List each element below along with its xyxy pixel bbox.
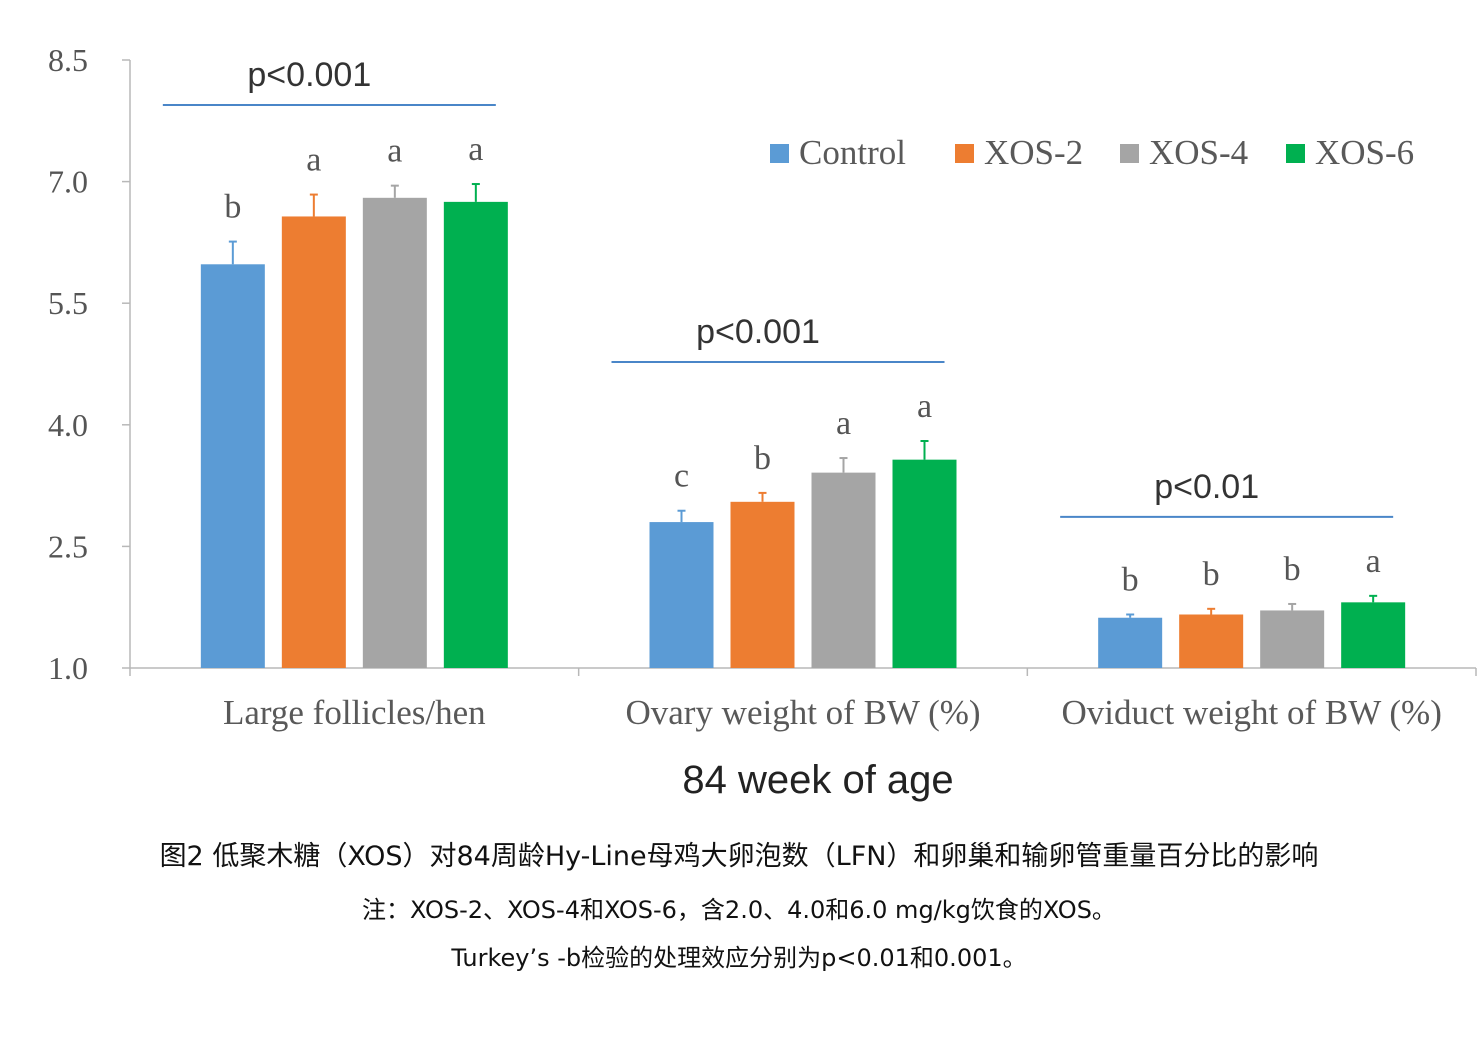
- category-labels: Large follicles/hen Ovary weight of BW (%…: [223, 693, 1442, 732]
- significance-letter: a: [1366, 543, 1381, 580]
- legend-label: XOS-4: [1149, 133, 1248, 172]
- legend-swatch: [1120, 144, 1139, 163]
- bar: [443, 201, 508, 668]
- category-label: Oviduct weight of BW (%): [1061, 693, 1441, 732]
- caption-stats-note: Turkey’s -b检验的处理效应分别为p<0.01和0.001。: [451, 944, 1027, 972]
- bar: [362, 197, 427, 668]
- bar: [1179, 614, 1244, 668]
- bar: [1341, 602, 1406, 668]
- x-axis-title: 84 week of age: [682, 758, 953, 802]
- bar: [1098, 617, 1163, 668]
- bar: [892, 459, 957, 668]
- bar: [649, 522, 714, 668]
- legend-label: XOS-6: [1315, 133, 1414, 172]
- significance-letter: a: [387, 133, 402, 170]
- legend: Control XOS-2 XOS-4 XOS-6: [770, 133, 1414, 172]
- y-tick-label: 1.0: [48, 650, 88, 686]
- legend-swatch: [770, 144, 789, 163]
- y-tick-label: 2.5: [48, 528, 88, 564]
- bar: [1260, 610, 1325, 668]
- p-value-label: p<0.01: [1154, 468, 1259, 506]
- y-tick-label: 8.5: [48, 42, 88, 78]
- significance-letter: b: [754, 440, 771, 477]
- p-value-label: p<0.001: [247, 56, 371, 94]
- significance-letter: b: [1122, 561, 1139, 598]
- category-label: Large follicles/hen: [223, 693, 486, 732]
- legend-swatch: [1286, 144, 1305, 163]
- bar-chart: 8.57.05.54.02.51.0 p<0.001p<0.001p<0.01 …: [48, 42, 1477, 802]
- bar: [281, 216, 346, 668]
- y-ticks: 8.5 7.0 5.5 4.0 2.5 1.0: [48, 42, 130, 686]
- caption-note: 注：XOS-2、XOS-4和XOS-6，含2.0、4.0和6.0 mg/kg饮食…: [362, 896, 1116, 924]
- legend-label: Control: [799, 133, 906, 172]
- y-tick-label: 4.0: [48, 407, 88, 443]
- bar: [730, 501, 795, 668]
- legend-swatch: [955, 144, 974, 163]
- significance-letter: a: [468, 131, 483, 168]
- p-value-label: p<0.001: [696, 313, 820, 351]
- significance-letter: a: [917, 388, 932, 425]
- significance-markers: p<0.001 p<0.001 p<0.01: [162, 56, 1394, 518]
- significance-letter: a: [836, 405, 851, 442]
- bars: b a a a c b a a b b b a: [200, 131, 1406, 668]
- significance-letter: b: [1284, 551, 1301, 588]
- category-label: Ovary weight of BW (%): [625, 693, 980, 732]
- significance-letter: a: [306, 142, 321, 179]
- significance-letter: c: [674, 458, 689, 495]
- y-tick-label: 7.0: [48, 164, 88, 200]
- significance-letter: b: [1203, 556, 1220, 593]
- legend-label: XOS-2: [984, 133, 1083, 172]
- y-tick-label: 5.5: [48, 285, 88, 321]
- significance-letter: b: [224, 189, 241, 226]
- axes: [129, 60, 1477, 676]
- figure-caption: 图2 低聚木糖（XOS）对84周龄Hy-Line母鸡大卵泡数（LFN）和卵巢和输…: [159, 841, 1319, 872]
- bar: [200, 264, 265, 668]
- bar: [811, 472, 876, 668]
